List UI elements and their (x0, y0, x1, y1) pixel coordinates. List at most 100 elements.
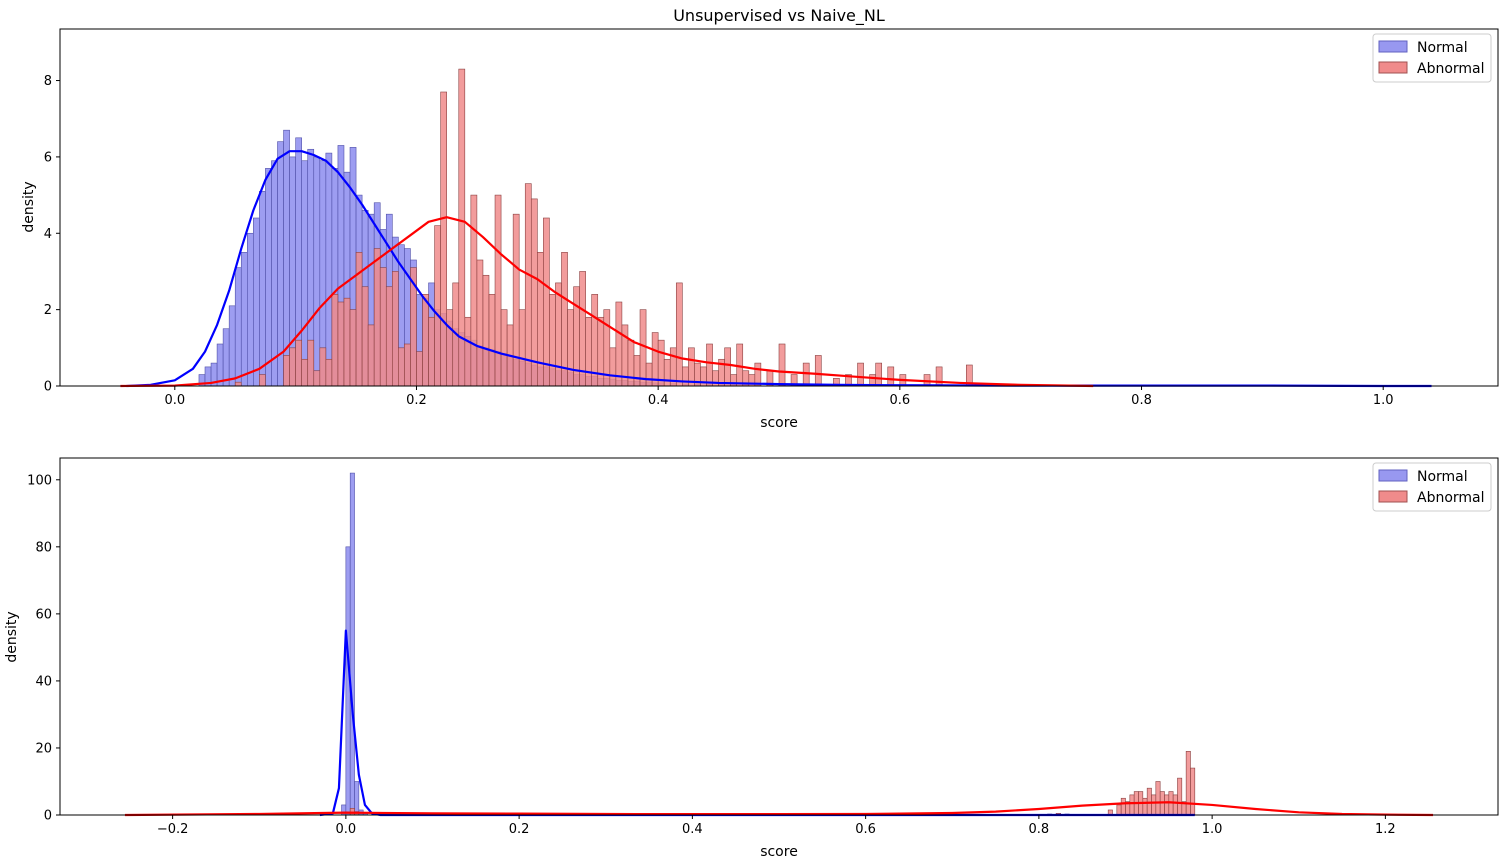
top-abnormal-bar-75 (724, 347, 731, 387)
bottom-y-tick-label-1: 20 (35, 741, 52, 756)
bottom-bars-group (341, 472, 1196, 816)
top-abnormal-bar-24 (416, 351, 423, 387)
top-normal-bar-12 (271, 160, 278, 387)
top-kde-group (120, 150, 1432, 388)
top-abnormal-bar-10 (331, 294, 339, 387)
top-legend-abnormal-label: Abnormal (1417, 61, 1485, 77)
top-abnormal-bar-21 (398, 347, 405, 387)
top-normal-bar-11 (265, 168, 272, 387)
top-y-tick-label-4: 8 (44, 74, 52, 89)
top-abnormal-bar-65 (663, 358, 671, 387)
top-abnormal-bar-54 (597, 316, 605, 387)
top-x-axis-label: score (760, 415, 798, 431)
bottom-x-tick-label-3: 0.4 (682, 822, 703, 837)
top-abnormal-bar-42 (524, 183, 532, 387)
top-legend-normal-swatch (1378, 40, 1408, 53)
bottom-abnormal-bar-16 (1151, 794, 1157, 816)
bottom-x-tick-label-7: 1.2 (1375, 822, 1396, 837)
top-abnormal-bar-68 (682, 366, 689, 387)
top-abnormal-bar-59 (627, 339, 635, 387)
bottom-legend-normal-swatch (1378, 469, 1408, 482)
bottom-y-tick-label-5: 100 (27, 473, 52, 488)
top-abnormal-bar-63 (651, 332, 659, 387)
top-abnormal-bar-69 (688, 347, 695, 387)
top-x-tick-label-4: 0.8 (1131, 393, 1152, 408)
top-abnormal-bar-12 (343, 297, 351, 387)
top-normal-bar-13 (277, 141, 284, 387)
bottom-abnormal-bar-8 (1116, 804, 1122, 816)
top-x-ticks: 0.0 0.2 0.4 0.6 0.8 1.0 (164, 386, 1394, 408)
top-x-tick-label-5: 1.0 (1373, 393, 1394, 408)
bottom-abnormal-bar-22 (1177, 777, 1183, 816)
top-axes-frame (59, 28, 1499, 387)
top-abnormal-bar-35 (482, 274, 490, 387)
top-abnormal-bar-94 (935, 366, 943, 387)
bottom-histogram-panel: −0.2 0.0 0.2 0.4 0.6 0.8 1.0 1.2 0 20 40 60 80 100 s… (4, 457, 1499, 860)
top-abnormal-bar-36 (488, 294, 496, 387)
top-y-tick-label-3: 6 (44, 150, 52, 165)
top-y-tick-label-0: 0 (44, 380, 52, 395)
top-y-tick-label-2: 4 (44, 227, 52, 242)
top-y-ticks: 0 2 4 6 8 (44, 74, 60, 395)
top-abnormal-bar-84 (802, 362, 810, 387)
top-normal-bar-7 (240, 252, 248, 387)
bottom-x-tick-label-1: 0.0 (336, 822, 357, 837)
top-abnormal-bar-40 (512, 213, 520, 387)
top-abnormal-bar-7 (313, 370, 321, 387)
top-x-tick-label-0: 0.0 (164, 393, 185, 408)
top-normal-bar-21 (325, 152, 333, 387)
bottom-y-tick-label-4: 80 (35, 540, 52, 555)
top-normal-bar-19 (313, 156, 321, 387)
top-abnormal-bar-6 (307, 339, 315, 387)
bottom-abnormal-bar-24 (1185, 751, 1191, 816)
bottom-axes-frame (59, 457, 1499, 816)
bottom-abnormal-kde-line (124, 801, 1434, 817)
top-abnormal-bar-44 (537, 252, 544, 387)
bottom-legend: Normal Abnormal (1372, 462, 1492, 512)
top-abnormal-bar-20 (392, 271, 399, 387)
top-normal-bar-3 (216, 343, 224, 387)
top-abnormal-bar-51 (579, 271, 586, 387)
bottom-abnormal-bar-25 (1190, 767, 1196, 816)
top-abnormal-bar-4 (295, 339, 302, 387)
top-abnormal-bar-72 (706, 343, 713, 387)
top-abnormal-bar-25 (422, 294, 429, 387)
top-abnormal-bar-47 (555, 282, 562, 387)
bottom-y-tick-label-0: 0 (44, 809, 52, 824)
bottom-abnormal-bar-21 (1172, 794, 1178, 816)
top-normal-bar-17 (301, 160, 309, 387)
top-x-tick-label-3: 0.6 (889, 393, 910, 408)
top-normal-bar-6 (234, 267, 242, 387)
top-abnormal-bar-67 (675, 282, 683, 387)
top-normal-bar-5 (228, 305, 236, 387)
top-abnormal-bar-85 (814, 355, 822, 387)
top-histogram-panel: 0.0 0.2 0.4 0.6 0.8 1.0 0 2 4 6 8 score density N… (21, 28, 1499, 431)
top-legend-abnormal-swatch (1378, 61, 1408, 74)
top-abnormal-bar-13 (349, 309, 357, 387)
chart-title: Unsupervised vs Naive_NL (673, 6, 885, 26)
top-abnormal-bar-3 (289, 347, 296, 387)
top-abnormal-bar-88 (857, 362, 864, 387)
top-abnormal-bar-62 (645, 362, 653, 387)
top-abnormal-bar-41 (518, 309, 526, 387)
bottom-normal-bar-3 (354, 781, 360, 816)
bottom-legend-abnormal-swatch (1378, 490, 1408, 503)
top-y-axis-label: density (21, 181, 37, 232)
top-normal-bar-10 (259, 190, 266, 387)
bottom-y-ticks: 0 20 40 60 80 100 (27, 473, 60, 824)
top-normal-bar-4 (222, 328, 230, 387)
bottom-x-axis-label: score (760, 844, 798, 860)
top-abnormal-bar-29 (446, 309, 454, 387)
bottom-y-tick-label-2: 40 (35, 674, 52, 689)
bottom-normal-bar-2 (349, 472, 355, 816)
top-abnormal-bar-56 (609, 347, 617, 387)
top-abnormal-bar-8 (319, 347, 327, 387)
top-abnormal-bar-17 (373, 248, 381, 387)
bottom-legend-normal-label: Normal (1417, 469, 1468, 485)
bottom-x-tick-label-2: 0.2 (509, 822, 530, 837)
top-abnormal-kde-line (120, 216, 1094, 388)
bottom-x-tick-label-6: 1.0 (1202, 822, 1223, 837)
top-abnormal-bar-90 (875, 362, 883, 387)
